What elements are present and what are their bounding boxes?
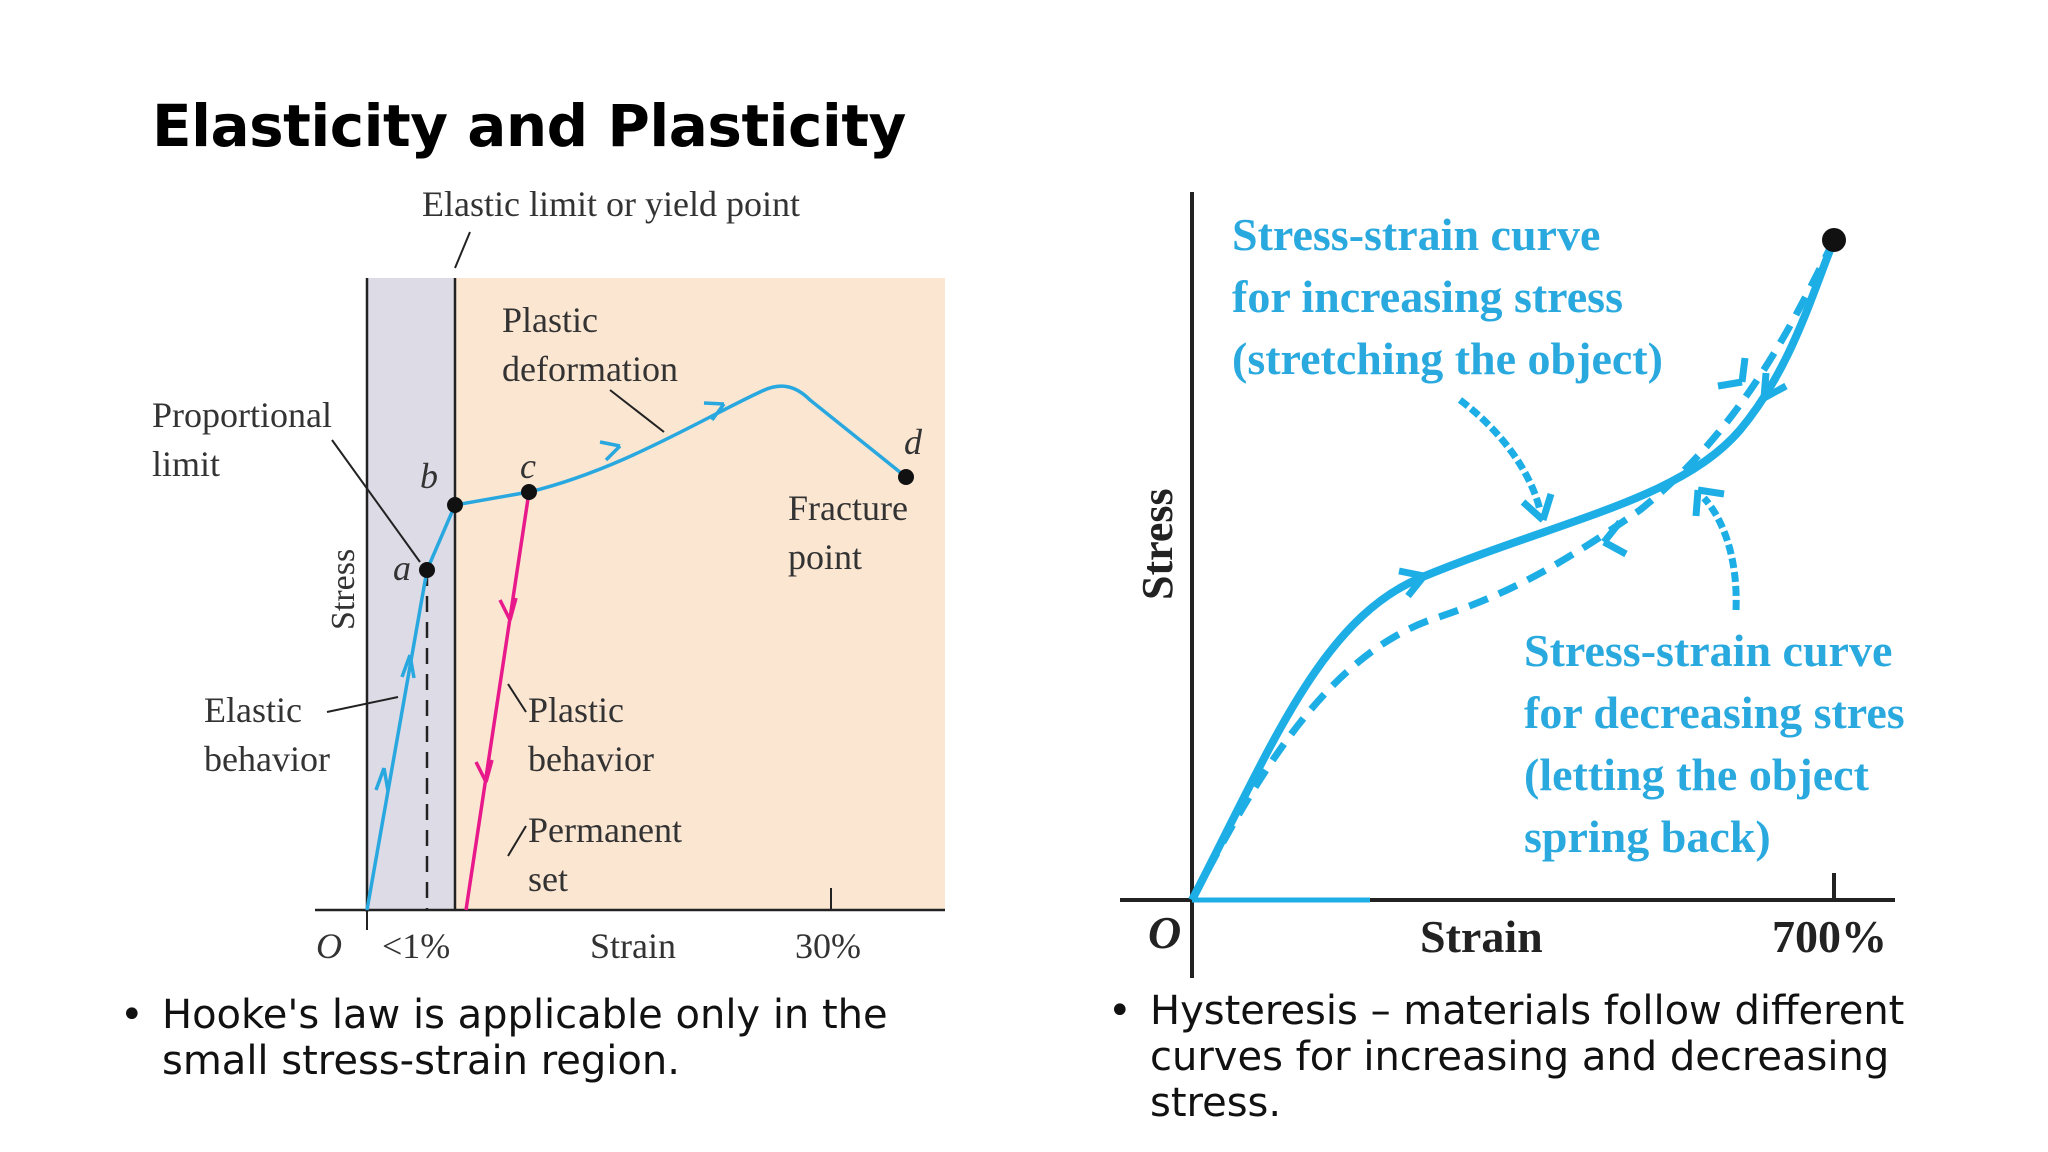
- left-origin-label: O: [316, 926, 342, 966]
- right-hysteresis-diagram: Stress-strain curve for increasing stres…: [1120, 192, 1905, 978]
- stress-strain-curve: [365, 384, 908, 911]
- fracture-label-1: Fracture: [788, 488, 908, 528]
- left-x-axis-label: Strain: [590, 926, 676, 966]
- increasing-label-line-2: for increasing stress: [1232, 271, 1623, 322]
- decreasing-pointer-head: [1692, 486, 1725, 517]
- increasing-arrow-upper: [1717, 357, 1749, 390]
- plastic-region: [455, 278, 945, 910]
- increasing-pointer-head: [1520, 492, 1555, 523]
- yield-callout-leader: [454, 231, 471, 269]
- tick-label-30pct: 30%: [795, 926, 861, 966]
- increasing-label-line-1: Stress-strain curve: [1232, 209, 1600, 260]
- arrow-elastic-upper: [400, 654, 416, 679]
- increasing-stress-curve: [1188, 238, 1838, 902]
- tick-label-700pct: 700%: [1772, 911, 1887, 962]
- decreasing-label-line-2: for decreasing stres: [1524, 687, 1905, 738]
- elastic-region: [367, 278, 455, 910]
- left-bullet-dot: •: [120, 992, 144, 1038]
- elastic-behavior-label-2: behavior: [204, 739, 330, 779]
- point-a-label: a: [393, 548, 411, 588]
- arrow-plastic-1: [599, 440, 622, 462]
- left-bullet-line-2: small stress-strain region.: [162, 1038, 680, 1084]
- increasing-label-line-3: (stretching the object): [1232, 333, 1663, 384]
- right-x-axis-label: Strain: [1420, 911, 1543, 962]
- point-a-marker: [419, 562, 435, 578]
- right-y-axis-label: Stress: [1133, 488, 1182, 600]
- unload-arrow-2: [474, 759, 494, 783]
- left-stress-strain-diagram: Elastic limit or yield point Proportiona…: [152, 184, 945, 966]
- permanent-set-label-2: set: [528, 859, 568, 899]
- right-bullet-line-2: curves for increasing and decreasing: [1150, 1034, 1890, 1080]
- proportional-leader: [331, 439, 421, 563]
- decreasing-label-line-3: (letting the object: [1524, 749, 1870, 800]
- arrow-plastic-2: [703, 401, 726, 422]
- decreasing-arrow-lower: [1601, 519, 1628, 558]
- unload-arrow-1: [498, 597, 518, 621]
- right-bullet-dot: •: [1108, 988, 1132, 1034]
- permanent-set-label-1: Permanent: [528, 810, 682, 850]
- point-c-label: c: [520, 446, 536, 486]
- elastic-limit-label: Elastic limit or yield point: [422, 184, 800, 224]
- tick-label-less-1pct: <1%: [382, 926, 450, 966]
- decreasing-label-line-4: spring back): [1524, 811, 1771, 862]
- decreasing-arrow-upper: [1760, 372, 1788, 402]
- point-b-marker: [447, 497, 463, 513]
- plastic-behavior-label-1: Plastic: [528, 690, 624, 730]
- left-bullet: • Hooke's law is applicable only in the …: [120, 992, 888, 1084]
- point-c-marker: [521, 484, 537, 500]
- plastic-behavior-label-2: behavior: [528, 739, 654, 779]
- increasing-label-pointer: [1457, 397, 1544, 511]
- right-bullet-line-1: Hysteresis – materials follow different: [1150, 988, 1905, 1034]
- plastic-deformation-label-1: Plastic: [502, 300, 598, 340]
- decreasing-label-line-1: Stress-strain curve: [1524, 625, 1892, 676]
- decreasing-label-pointer: [1701, 495, 1740, 611]
- decreasing-stress-curve: [1188, 238, 1838, 902]
- arrow-elastic-lower: [374, 767, 390, 792]
- plastic-deformation-leader: [609, 389, 665, 433]
- point-d-marker: [898, 469, 914, 485]
- plastic-deformation-label-2: deformation: [502, 349, 678, 389]
- left-y-axis-label: Stress: [325, 549, 362, 630]
- right-origin-label: O: [1148, 907, 1181, 958]
- elastic-behavior-leader: [326, 696, 399, 713]
- right-bullet: • Hysteresis – materials follow differen…: [1108, 988, 1905, 1126]
- right-end-point-marker: [1822, 228, 1846, 252]
- plastic-behavior-leader: [507, 683, 527, 713]
- proportional-label-2: limit: [152, 444, 220, 484]
- slide-title: Elasticity and Plasticity: [152, 92, 906, 160]
- increasing-arrow-lower: [1398, 567, 1427, 599]
- proportional-label-1: Proportional: [152, 395, 332, 435]
- elastic-behavior-label-1: Elastic: [204, 690, 302, 730]
- right-bullet-line-3: stress.: [1150, 1080, 1282, 1126]
- left-bullet-line-1: Hooke's law is applicable only in the: [162, 992, 888, 1038]
- permanent-set-leader: [507, 825, 527, 857]
- fracture-label-2: point: [788, 537, 862, 577]
- point-d-label: d: [904, 422, 923, 462]
- point-b-label: b: [420, 456, 438, 496]
- unloading-line: [464, 491, 531, 911]
